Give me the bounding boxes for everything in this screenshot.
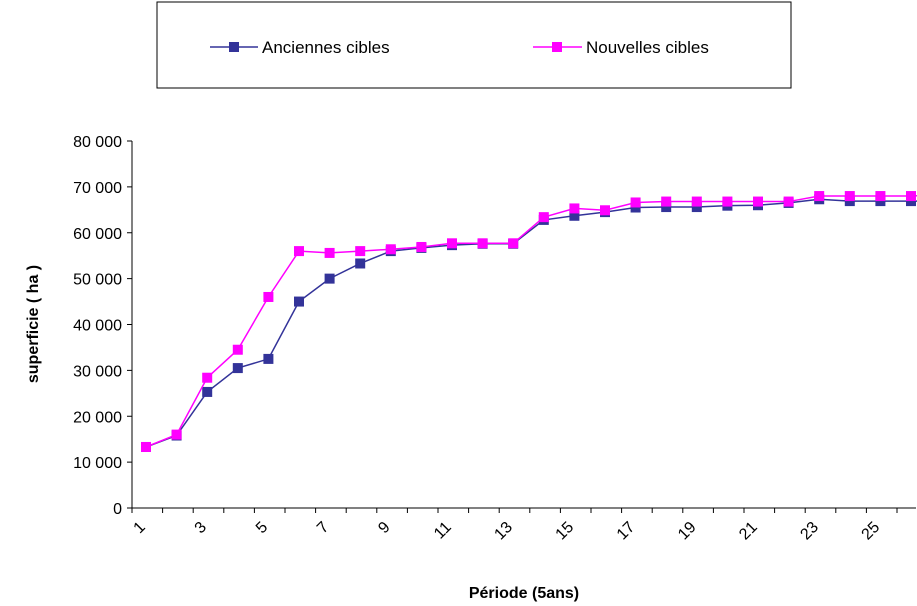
- y-tick-label: 10 000: [73, 455, 122, 472]
- y-tick-label: 0: [113, 501, 122, 518]
- series-1-point: [263, 291, 274, 302]
- series-0-point: [691, 202, 702, 213]
- y-axis-ticks: 0 10 000 20 000 30 000 40 000 50 000 60 000 70 …: [73, 134, 132, 518]
- legend-marker-anciennes: [229, 42, 239, 52]
- x-tick-label: 1: [131, 519, 149, 537]
- series-0-point: [569, 210, 580, 221]
- y-tick-label: 50 000: [73, 272, 122, 289]
- legend-marker-nouvelles: [552, 42, 562, 52]
- y-tick-label: 80 000: [73, 134, 122, 151]
- y-tick-label: 30 000: [73, 363, 122, 380]
- x-tick-label: 19: [675, 519, 700, 544]
- legend: Anciennes cibles Nouvelles cibles: [156, 1, 792, 89]
- series-1-point: [232, 344, 243, 355]
- series-0-point: [875, 196, 886, 207]
- series-1-point: [508, 238, 519, 249]
- x-tick-label: 17: [614, 519, 639, 544]
- series-0-point: [844, 196, 855, 207]
- y-tick-label: 60 000: [73, 226, 122, 243]
- x-tick-label: 9: [375, 519, 393, 537]
- series-1-point: [753, 196, 763, 207]
- series-1-point: [783, 196, 794, 207]
- x-tick-label: 25: [859, 519, 884, 544]
- series-1-point: [171, 429, 182, 440]
- series-1-point: [141, 441, 151, 452]
- series-1-point: [447, 238, 457, 249]
- y-tick-label: 40 000: [73, 318, 122, 335]
- series-1-point: [600, 205, 610, 216]
- series-1-point: [844, 191, 855, 202]
- x-tick-label: 11: [431, 519, 455, 543]
- series-1-point: [661, 196, 672, 207]
- series-1-point: [722, 196, 733, 207]
- series-1-point: [477, 238, 488, 249]
- x-tick-label: 23: [797, 519, 822, 544]
- legend-item-anciennes: Anciennes cibles: [210, 38, 390, 57]
- x-axis-ticks: 1357911131517192123252729: [131, 508, 898, 544]
- series-line-1: [145, 194, 917, 448]
- series-layer: [141, 191, 917, 452]
- series-0-point: [630, 202, 641, 213]
- y-tick-label: 70 000: [73, 180, 122, 197]
- x-tick-label: 21: [736, 519, 761, 544]
- series-1-point: [324, 247, 335, 258]
- series-1-point: [569, 203, 580, 214]
- series-0-point: [324, 273, 335, 284]
- series-1-point: [691, 196, 702, 207]
- series-1-point: [906, 191, 916, 202]
- series-0-point: [232, 363, 243, 374]
- series-0-point: [263, 353, 274, 364]
- series-1-point: [385, 244, 396, 255]
- series-0-point: [355, 258, 366, 269]
- x-tick-label: 3: [192, 519, 210, 537]
- y-axis-title: superficie ( ha ): [25, 265, 42, 383]
- x-tick-label: 13: [491, 519, 516, 544]
- series-1-point: [875, 191, 886, 202]
- legend-label-nouvelles: Nouvelles cibles: [586, 38, 709, 57]
- y-tick-label: 20 000: [73, 409, 122, 426]
- legend-label-anciennes: Anciennes cibles: [262, 38, 390, 57]
- series-0-point: [202, 386, 213, 397]
- series-1-point: [294, 246, 304, 257]
- x-tick-label: 5: [253, 519, 271, 537]
- series-0-point: [661, 202, 672, 213]
- series-line-0: [145, 198, 917, 448]
- series-0-point: [906, 196, 916, 207]
- series-1-point: [814, 191, 825, 202]
- series-1-point: [355, 246, 366, 257]
- legend-item-nouvelles: Nouvelles cibles: [533, 38, 709, 57]
- series-1-point: [416, 241, 427, 252]
- series-0-point: [294, 296, 304, 307]
- x-tick-label: 15: [553, 519, 578, 544]
- series-1-point: [202, 372, 213, 383]
- x-tick-label: 7: [314, 519, 332, 537]
- x-axis-title: Période (5ans): [469, 585, 579, 602]
- series-1-point: [538, 212, 549, 223]
- legend-box: [156, 1, 792, 89]
- series-1-point: [630, 197, 641, 208]
